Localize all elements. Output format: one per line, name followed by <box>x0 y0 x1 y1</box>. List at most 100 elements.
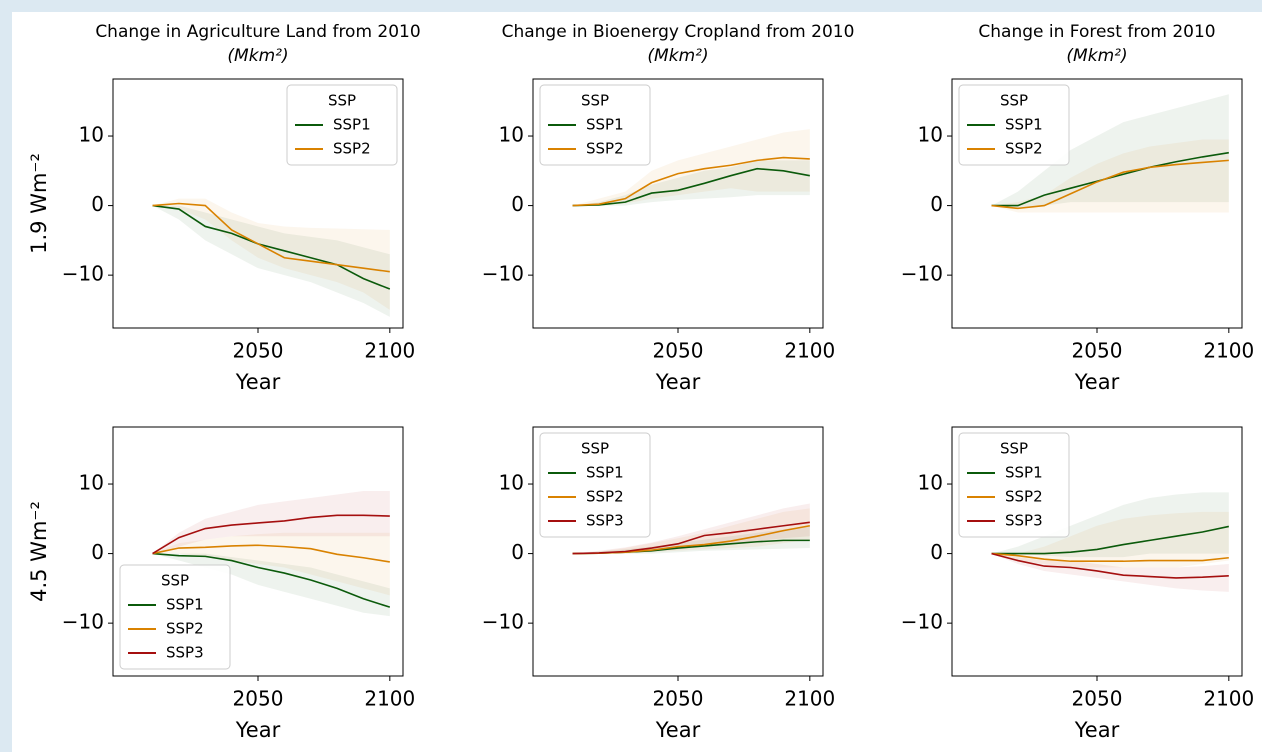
legend-title: SSP <box>581 92 609 110</box>
uncertainty-band <box>572 129 810 206</box>
x-tick-label: 2050 <box>233 339 284 363</box>
legend-label: SSP3 <box>586 512 624 530</box>
axes-frame <box>951 426 1243 677</box>
legend-label: SSP1 <box>333 116 371 134</box>
uncertainty-band <box>572 525 810 554</box>
legend-title: SSP <box>161 572 189 590</box>
y-tick-label: 0 <box>511 540 524 564</box>
y-tick-label: −10 <box>901 262 943 286</box>
legend-label: SSP1 <box>166 596 204 614</box>
legend-label: SSP2 <box>1005 140 1043 158</box>
legend-label: SSP3 <box>1005 512 1043 530</box>
x-tick-label: 2100 <box>784 687 835 711</box>
legend-label: SSP2 <box>586 140 624 158</box>
y-axis-label: 4.5 Wm⁻² <box>27 501 51 602</box>
x-tick-label: 2050 <box>233 687 284 711</box>
series-line <box>572 521 810 555</box>
legend-box <box>539 432 651 538</box>
x-tick-label: 2050 <box>653 339 704 363</box>
plot-area <box>152 490 391 617</box>
legend-title: SSP <box>1000 440 1028 458</box>
plot-area <box>572 503 810 555</box>
series-line <box>152 204 391 290</box>
legend-label: SSP1 <box>586 464 624 482</box>
plot-area <box>991 94 1229 213</box>
x-tick-label: 2100 <box>784 339 835 363</box>
y-tick-label: 10 <box>499 471 524 495</box>
series-line <box>991 525 1229 555</box>
y-tick-label: 0 <box>930 192 943 216</box>
x-axis-label: Year <box>1074 370 1120 394</box>
x-tick-label: 2050 <box>1072 339 1123 363</box>
chart-title: Change in Forest from 2010 <box>978 22 1215 42</box>
chart-unit: (Mkm²) <box>647 46 708 66</box>
chart-title: Change in Bioenergy Cropland from 2010 <box>502 22 855 42</box>
series-line <box>991 552 1229 563</box>
y-axis-label: 1.9 Wm⁻² <box>27 153 51 254</box>
legend-box <box>958 84 1070 166</box>
plot-area <box>152 198 391 317</box>
y-tick-label: 10 <box>918 123 943 147</box>
uncertainty-band <box>991 94 1229 210</box>
uncertainty-band <box>572 503 810 554</box>
y-tick-label: −10 <box>62 610 104 634</box>
legend-label: SSP3 <box>166 644 204 662</box>
legend-label: SSP2 <box>1005 488 1043 506</box>
chart-unit: (Mkm²) <box>1066 46 1127 66</box>
y-tick-label: −10 <box>482 610 524 634</box>
legend-title: SSP <box>1000 92 1028 110</box>
legend-box <box>539 84 651 166</box>
legend-label: SSP2 <box>166 620 204 638</box>
series-line <box>572 156 810 207</box>
legend-label: SSP1 <box>1005 464 1043 482</box>
series-line <box>152 202 390 273</box>
y-tick-label: −10 <box>482 262 524 286</box>
uncertainty-band <box>991 139 1229 213</box>
legend-label: SSP2 <box>333 140 371 158</box>
x-tick-label: 2100 <box>1203 687 1254 711</box>
x-axis-label: Year <box>655 370 701 394</box>
axes-frame <box>532 78 824 329</box>
legend-label: SSP2 <box>586 488 624 506</box>
y-tick-label: 0 <box>91 540 104 564</box>
y-tick-label: −10 <box>62 262 104 286</box>
x-axis-label: Year <box>655 718 701 742</box>
y-tick-label: 0 <box>930 540 943 564</box>
legend-label: SSP1 <box>1005 116 1043 134</box>
x-tick-label: 2050 <box>653 687 704 711</box>
series-line <box>572 167 810 207</box>
legend-box <box>286 84 398 166</box>
y-tick-label: 0 <box>91 192 104 216</box>
uncertainty-band <box>991 492 1229 558</box>
x-tick-label: 2100 <box>1203 339 1254 363</box>
legend-title: SSP <box>581 440 609 458</box>
uncertainty-band <box>152 553 390 617</box>
axes-frame <box>112 78 404 329</box>
x-axis-label: Year <box>1074 718 1120 742</box>
chart-unit: (Mkm²) <box>227 46 288 66</box>
x-tick-label: 2100 <box>364 339 415 363</box>
axes-frame <box>112 426 404 677</box>
legend-box <box>958 432 1070 538</box>
y-tick-label: 10 <box>499 123 524 147</box>
uncertainty-band <box>152 205 390 317</box>
series-line <box>991 159 1229 210</box>
y-tick-label: 10 <box>79 471 104 495</box>
uncertainty-band <box>152 532 390 596</box>
series-line <box>152 552 391 608</box>
legend-label: SSP1 <box>586 116 624 134</box>
axes-frame <box>951 78 1243 329</box>
y-tick-label: −10 <box>901 610 943 634</box>
x-axis-label: Year <box>235 718 281 742</box>
plot-area <box>991 492 1229 592</box>
axes-frame <box>532 426 824 677</box>
x-tick-label: 2050 <box>1072 687 1123 711</box>
x-axis-label: Year <box>235 370 281 394</box>
series-line <box>991 552 1229 579</box>
legend-title: SSP <box>328 92 356 110</box>
y-tick-label: 10 <box>79 123 104 147</box>
series-line <box>152 514 390 555</box>
legend-box <box>119 564 231 670</box>
series-line <box>152 544 390 563</box>
